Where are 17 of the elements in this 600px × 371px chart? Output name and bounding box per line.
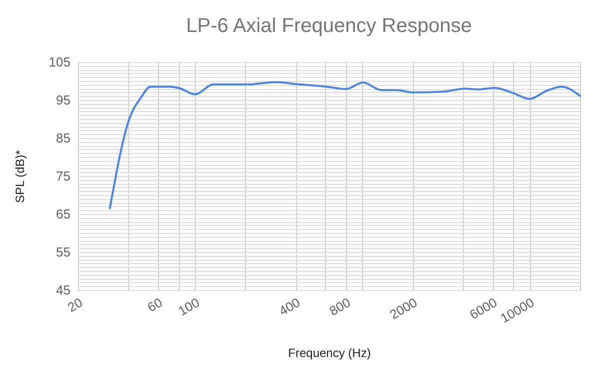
y-tick-label: 55 <box>56 244 70 260</box>
x-tick-label: 2000 <box>387 294 420 322</box>
y-axis-title: SPL (dB)* <box>12 150 27 203</box>
y-tick-label: 45 <box>56 282 70 298</box>
x-tick-label: 400 <box>276 294 303 319</box>
y-tick-label: 85 <box>56 130 70 146</box>
x-tick-label: 6000 <box>466 294 500 322</box>
x-tick-label: 60 <box>144 294 165 315</box>
y-tick-label: 75 <box>56 168 70 184</box>
y-tick-label: 65 <box>56 206 70 222</box>
y-tick-label: 105 <box>48 54 70 70</box>
y-tick-label: 95 <box>56 92 70 108</box>
x-tick-label: 800 <box>326 294 354 319</box>
x-axis-title: Frequency (Hz) <box>288 346 371 360</box>
x-tick-label: 20 <box>64 294 85 315</box>
x-tick-label: 100 <box>176 294 202 319</box>
chart-title: LP-6 Axial Frequency Response <box>186 15 472 37</box>
